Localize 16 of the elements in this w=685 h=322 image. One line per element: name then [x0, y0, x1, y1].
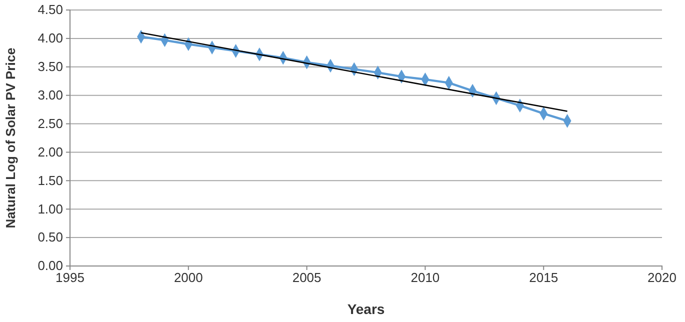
y-tick-label: 1.50: [38, 172, 63, 188]
y-tick-label: 1.00: [38, 201, 63, 216]
y-tick-label: 2.00: [38, 144, 63, 160]
y-tick-label: 4.50: [38, 2, 63, 18]
x-tick-label: 2015: [529, 270, 558, 286]
y-axis-title: Natural Log of Solar PV Price: [3, 48, 18, 228]
y-tick-label: 3.50: [38, 59, 63, 74]
x-tick-label: 2010: [410, 270, 440, 286]
y-tick-label: 0.50: [38, 230, 63, 245]
x-tick-label: 2020: [648, 270, 676, 286]
y-tick-label: 3.00: [38, 87, 63, 102]
x-axis-title: Years: [347, 301, 385, 317]
x-tick-label: 2005: [292, 270, 322, 286]
y-tick-label: 4.00: [38, 30, 63, 46]
x-tick-label: 2000: [174, 270, 203, 286]
y-tick-label: 2.50: [38, 116, 63, 131]
